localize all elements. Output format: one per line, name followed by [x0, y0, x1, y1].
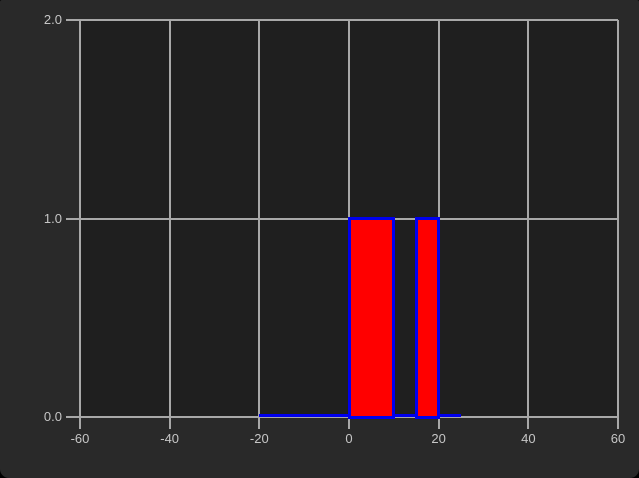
y-tick-label: 2.0 [43, 12, 62, 27]
x-tick-label: 20 [431, 431, 446, 446]
y-tick-label: 1.0 [43, 210, 62, 226]
y-tick-mark [66, 416, 80, 418]
x-tick-mark [168, 417, 171, 429]
x-gridline [617, 20, 619, 417]
x-tick-mark [437, 417, 440, 429]
x-tick-label: 40 [521, 431, 536, 446]
x-tick-mark [79, 417, 81, 429]
x-tick-label: -60 [70, 431, 90, 446]
x-tick-label: 0 [345, 431, 353, 446]
y-gridline [80, 19, 618, 21]
x-tick-mark [617, 417, 619, 429]
x-tick-mark [527, 417, 530, 429]
x-tick-mark [348, 417, 350, 429]
histogram-bar [347, 217, 396, 419]
x-tick-label: -20 [249, 431, 269, 446]
y-tick-mark [66, 19, 80, 21]
y-tick-mark [66, 217, 80, 220]
y-tick-label: 0.0 [43, 409, 62, 424]
x-tick-label: 60 [610, 431, 626, 446]
histogram-bar [414, 217, 441, 419]
x-tick-label: -40 [160, 431, 180, 446]
x-tick-mark [258, 417, 261, 429]
